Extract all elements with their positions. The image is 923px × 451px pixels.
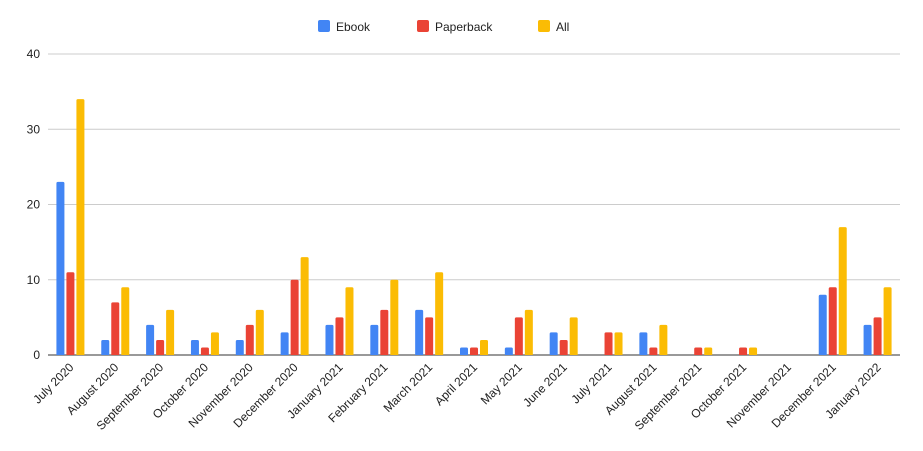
bar-all[interactable]: [345, 287, 354, 355]
legend-label: All: [556, 20, 569, 34]
legend-swatch: [538, 20, 550, 32]
bar-paperback[interactable]: [694, 347, 703, 355]
bar-paperback[interactable]: [425, 317, 434, 355]
bar-all[interactable]: [749, 347, 758, 355]
x-tick-label: July 2021: [568, 360, 614, 406]
y-axis-ticks: 0 10 20 30 40: [27, 47, 41, 362]
bar-paperback[interactable]: [649, 347, 658, 355]
bar-paperback[interactable]: [290, 279, 299, 355]
bar-all[interactable]: [121, 287, 130, 355]
bar-ebook[interactable]: [460, 347, 468, 355]
legend-item-all[interactable]: All: [538, 20, 569, 34]
bar-ebook[interactable]: [549, 332, 558, 355]
bar-all[interactable]: [524, 309, 533, 355]
gridlines: [48, 53, 900, 356]
bar-all[interactable]: [883, 287, 892, 355]
x-tick-label: April 2021: [432, 360, 480, 408]
bar-paperback[interactable]: [156, 339, 165, 355]
bar-paperback[interactable]: [559, 339, 568, 355]
legend-swatch: [318, 20, 330, 32]
bar-all[interactable]: [569, 317, 578, 355]
legend: Ebook Paperback All: [318, 20, 569, 34]
x-tick-label: March 2021: [381, 360, 436, 415]
bars: [56, 99, 892, 356]
bar-all[interactable]: [480, 339, 488, 355]
bar-ebook[interactable]: [101, 339, 110, 355]
bar-ebook[interactable]: [639, 332, 648, 355]
bar-paperback[interactable]: [200, 347, 209, 355]
bar-all[interactable]: [838, 227, 847, 355]
bar-paperback[interactable]: [111, 302, 120, 355]
bar-ebook[interactable]: [190, 339, 199, 355]
x-tick-label: May 2021: [478, 360, 525, 407]
legend-label: Paperback: [435, 20, 493, 34]
bar-paperback[interactable]: [514, 317, 523, 355]
bar-all[interactable]: [255, 309, 264, 355]
bar-all[interactable]: [435, 272, 444, 355]
bar-all[interactable]: [210, 332, 219, 355]
legend-swatch: [417, 20, 429, 32]
bar-all[interactable]: [614, 332, 623, 355]
x-tick-label: July 2020: [30, 360, 76, 406]
legend-label: Ebook: [336, 20, 371, 34]
bar-ebook[interactable]: [818, 294, 827, 355]
bar-paperback[interactable]: [739, 347, 748, 355]
bar-paperback[interactable]: [380, 309, 389, 355]
bar-ebook[interactable]: [146, 324, 155, 355]
y-tick-label: 10: [27, 273, 41, 287]
bar-ebook[interactable]: [370, 324, 379, 355]
bar-all[interactable]: [300, 257, 309, 355]
bar-all[interactable]: [704, 347, 713, 355]
bar-ebook[interactable]: [504, 347, 513, 355]
bar-ebook[interactable]: [280, 332, 289, 355]
bar-all[interactable]: [166, 309, 175, 355]
bar-paperback[interactable]: [873, 317, 882, 355]
bar-paperback[interactable]: [604, 332, 613, 355]
legend-item-paperback[interactable]: Paperback: [417, 20, 493, 34]
x-tick-label: June 2021: [520, 360, 570, 410]
legend-item-ebook[interactable]: Ebook: [318, 20, 371, 34]
bar-all[interactable]: [659, 324, 668, 355]
bar-all[interactable]: [390, 279, 399, 355]
bar-paperback[interactable]: [470, 347, 478, 355]
bar-ebook[interactable]: [56, 181, 65, 355]
bar-ebook[interactable]: [235, 339, 244, 355]
bar-ebook[interactable]: [863, 324, 872, 355]
y-tick-label: 40: [27, 47, 41, 61]
bar-paperback[interactable]: [828, 287, 837, 355]
y-tick-label: 30: [27, 122, 41, 136]
bar-all[interactable]: [76, 99, 85, 356]
bar-ebook[interactable]: [415, 309, 424, 355]
bar-paperback[interactable]: [245, 324, 254, 355]
bar-paperback[interactable]: [66, 272, 75, 355]
y-tick-label: 0: [33, 348, 40, 362]
bar-paperback[interactable]: [335, 317, 344, 355]
y-tick-label: 20: [27, 198, 41, 212]
bar-ebook[interactable]: [325, 324, 334, 355]
